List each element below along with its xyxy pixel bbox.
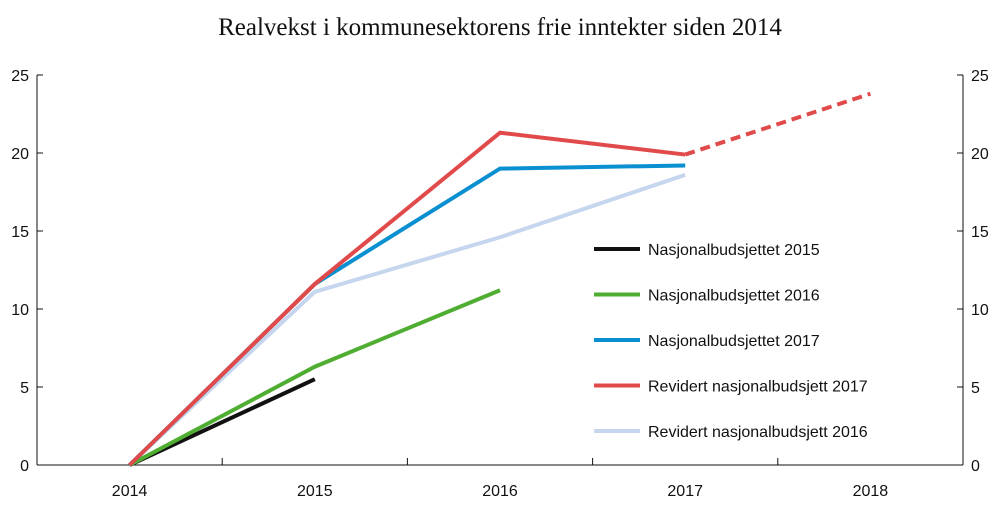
legend-item: Nasjonalbudsjettet 2017 <box>594 333 820 350</box>
x-tick-label: 2015 <box>297 483 333 500</box>
chart-title: Realvekst i kommunesektorens frie inntek… <box>218 14 782 41</box>
legend-item: Revidert nasjonalbudsjett 2016 <box>594 424 868 441</box>
y-tick-label-right: 15 <box>971 224 989 241</box>
series-revidert-nasjonalbudsjett-2017 <box>128 91 872 467</box>
y-tick-label-right: 20 <box>971 146 989 163</box>
series-line <box>128 130 686 467</box>
y-tick-label-left: 15 <box>11 224 29 241</box>
y-tick-label-right: 5 <box>971 380 980 397</box>
x-tick-label: 2014 <box>112 483 148 500</box>
y-tick-label-right: 0 <box>971 458 980 475</box>
legend-label: Nasjonalbudsjettet 2017 <box>648 333 820 350</box>
y-tick-label-left: 0 <box>20 458 29 475</box>
x-tick-label: 2018 <box>853 483 889 500</box>
y-tick-label-left: 20 <box>11 146 29 163</box>
legend-label: Nasjonalbudsjettet 2016 <box>648 288 820 305</box>
legend-item: Nasjonalbudsjettet 2015 <box>594 242 820 259</box>
y-tick-label-right: 25 <box>971 68 989 85</box>
y-tick-label-left: 5 <box>20 380 29 397</box>
legend-label: Revidert nasjonalbudsjett 2016 <box>648 424 868 441</box>
y-tick-label-left: 10 <box>11 302 29 319</box>
series-line-projection <box>684 91 872 157</box>
legend-item: Nasjonalbudsjettet 2016 <box>594 288 820 305</box>
legend-item: Revidert nasjonalbudsjett 2017 <box>594 379 868 396</box>
y-tick-label-left: 25 <box>11 68 29 85</box>
x-tick-label: 2017 <box>667 483 703 500</box>
series-line <box>128 172 686 467</box>
y-tick-label-right: 10 <box>971 302 989 319</box>
legend-label: Revidert nasjonalbudsjett 2017 <box>648 379 868 396</box>
legend-label: Nasjonalbudsjettet 2015 <box>648 242 820 259</box>
x-tick-label: 2016 <box>482 483 518 500</box>
